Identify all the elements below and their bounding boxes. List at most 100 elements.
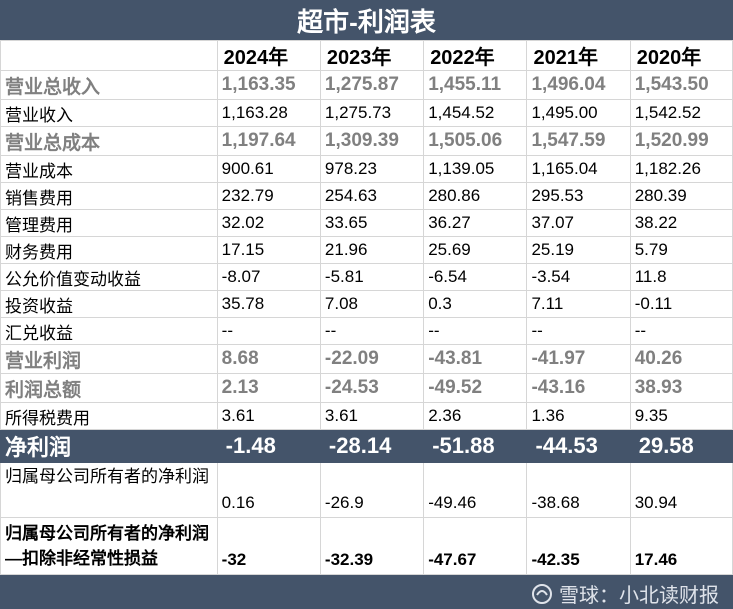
value-cell: -49.46 (423, 462, 528, 518)
row-label: 投资收益 (0, 290, 218, 318)
value-cell: 1,505.06 (423, 126, 528, 156)
header-corner-cell (0, 40, 218, 71)
value-cell: -43.81 (423, 344, 528, 374)
value-cell: 1,309.39 (319, 126, 425, 156)
row-label: 归属母公司所有者的净利润—扣除非经常性损益 (0, 517, 218, 575)
value-cell: 3.61 (216, 402, 321, 430)
value-cell: 1,547.59 (526, 126, 631, 156)
value-cell: -26.9 (319, 462, 425, 518)
value-cell: -44.53 (526, 429, 631, 463)
table-row: 投资收益 35.78 7.08 0.3 7.11 -0.11 (0, 290, 733, 318)
value-cell: -22.09 (319, 344, 425, 374)
value-cell: 900.61 (216, 155, 321, 183)
value-cell: 2.36 (423, 402, 528, 430)
value-cell: 1,165.04 (526, 155, 631, 183)
value-cell: -0.11 (629, 290, 733, 318)
value-cell: 280.86 (423, 182, 528, 210)
value-cell: 1,543.50 (629, 70, 733, 100)
table-row: 所得税费用 3.61 3.61 2.36 1.36 9.35 (0, 402, 733, 430)
value-cell: -6.54 (423, 263, 528, 291)
year-header: 2023年 (319, 40, 425, 71)
value-cell: 11.8 (629, 263, 733, 291)
value-cell: 1,496.04 (526, 70, 631, 100)
value-cell: 1.36 (526, 402, 631, 430)
value-cell: -24.53 (319, 373, 425, 403)
value-cell: 232.79 (216, 182, 321, 210)
row-label: 财务费用 (0, 236, 218, 264)
row-label: 营业成本 (0, 155, 218, 183)
value-cell: 1,163.35 (216, 70, 321, 100)
value-cell: 17.15 (216, 236, 321, 264)
value-cell: 9.35 (629, 402, 733, 430)
year-header: 2021年 (526, 40, 631, 71)
value-cell: 38.93 (629, 373, 733, 403)
row-label: 销售费用 (0, 182, 218, 210)
row-label: 利润总额 (0, 373, 218, 403)
income-statement-table: 2024年 2023年 2022年 2021年 2020年 营业总收入 1,163… (0, 40, 733, 575)
table-row: 营业收入 1,163.28 1,275.73 1,454.52 1,495.00 1,54… (0, 99, 733, 127)
value-cell: 33.65 (319, 209, 425, 237)
value-cell: 1,542.52 (629, 99, 733, 127)
value-cell: 1,275.87 (319, 70, 425, 100)
value-cell: -5.81 (319, 263, 425, 291)
value-cell: 37.07 (526, 209, 631, 237)
watermark: 雪球：小北读财报 (531, 579, 719, 608)
value-cell: -43.16 (526, 373, 631, 403)
table-row: 管理费用 32.02 33.65 36.27 37.07 38.22 (0, 209, 733, 237)
value-cell: 1,495.00 (526, 99, 631, 127)
row-label: 管理费用 (0, 209, 218, 237)
value-cell: -8.07 (216, 263, 321, 291)
year-header: 2024年 (216, 40, 321, 71)
table-title: 超市-利润表 (0, 0, 733, 40)
value-cell: 1,139.05 (423, 155, 528, 183)
value-cell: 8.68 (216, 344, 321, 374)
value-cell: 3.61 (319, 402, 425, 430)
value-cell: -- (216, 317, 321, 345)
footer-bar: 雪球：小北读财报 (0, 575, 733, 609)
table-row: 营业总成本 1,197.64 1,309.39 1,505.06 1,547.59 1,5… (0, 126, 733, 156)
value-cell: 1,197.64 (216, 126, 321, 156)
value-cell: -- (526, 317, 631, 345)
value-cell: 1,275.73 (319, 99, 425, 127)
table-row: 营业总收入 1,163.35 1,275.87 1,455.11 1,496.04 1,5… (0, 70, 733, 100)
value-cell: 0.16 (216, 462, 321, 518)
table-row: 营业利润 8.68 -22.09 -43.81 -41.97 40.26 (0, 344, 733, 374)
row-label: 净利润 (0, 429, 218, 463)
year-header: 2020年 (629, 40, 733, 71)
value-cell: -- (319, 317, 425, 345)
value-cell: 21.96 (319, 236, 425, 264)
row-label: 营业总收入 (0, 70, 218, 100)
table-row: 汇兑收益 -- -- -- -- -- (0, 317, 733, 345)
value-cell: 40.26 (629, 344, 733, 374)
header-row: 2024年 2023年 2022年 2021年 2020年 (0, 40, 733, 71)
value-cell: 36.27 (423, 209, 528, 237)
table-body: 2024年 2023年 2022年 2021年 2020年 营业总收入 1,163… (0, 40, 733, 575)
value-cell: 32.02 (216, 209, 321, 237)
value-cell: 1,163.28 (216, 99, 321, 127)
row-label: 所得税费用 (0, 402, 218, 430)
value-cell: 1,520.99 (629, 126, 733, 156)
value-cell: 17.46 (629, 517, 733, 575)
table-row: 公允价值变动收益 -8.07 -5.81 -6.54 -3.54 11.8 (0, 263, 733, 291)
value-cell: 30.94 (629, 462, 733, 518)
row-label: 营业利润 (0, 344, 218, 374)
value-cell: -41.97 (526, 344, 631, 374)
value-cell: -3.54 (526, 263, 631, 291)
value-cell: 1,454.52 (423, 99, 528, 127)
snowball-logo-icon (532, 583, 552, 604)
value-cell: -- (629, 317, 733, 345)
value-cell: 38.22 (629, 209, 733, 237)
table-row: 净利润 -1.48 -28.14 -51.88 -44.53 29.58 (0, 429, 733, 463)
value-cell: 7.08 (319, 290, 425, 318)
value-cell: -28.14 (319, 429, 425, 463)
value-cell: -47.67 (423, 517, 528, 575)
value-cell: 280.39 (629, 182, 733, 210)
value-cell: -38.68 (526, 462, 631, 518)
value-cell: 254.63 (319, 182, 425, 210)
value-cell: 25.19 (526, 236, 631, 264)
table-row: 归属母公司所有者的净利润 0.16 -26.9 -49.46 -38.68 30.94 (0, 462, 733, 518)
value-cell: -32 (216, 517, 321, 575)
value-cell: -49.52 (423, 373, 528, 403)
value-cell: 0.3 (423, 290, 528, 318)
row-label: 归属母公司所有者的净利润 (0, 462, 218, 518)
